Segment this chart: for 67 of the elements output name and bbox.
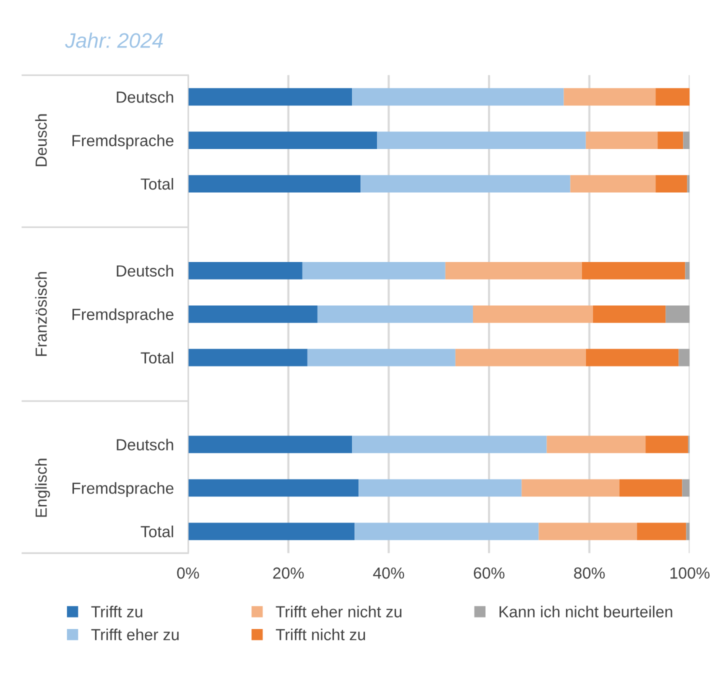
bar	[188, 479, 359, 497]
bar	[687, 175, 690, 192]
bar	[352, 88, 564, 106]
bar	[188, 522, 355, 540]
bar	[360, 175, 570, 192]
bar	[317, 305, 473, 323]
y-tick-label: Deutsch	[116, 438, 174, 450]
bar	[188, 305, 318, 323]
bar	[538, 522, 638, 540]
bar	[302, 262, 446, 280]
bar	[646, 436, 688, 454]
bar	[472, 305, 593, 323]
y-tick-label: Fremdsprache	[72, 482, 174, 498]
bar	[592, 305, 666, 323]
x-tick-label: 60%	[474, 567, 504, 579]
bar	[352, 436, 547, 454]
bar	[686, 522, 690, 540]
bar	[188, 132, 378, 150]
y-tick-label: Deutsch	[116, 91, 174, 103]
bar	[683, 132, 690, 150]
legend-label: Trifft zu	[91, 606, 142, 618]
bar	[522, 479, 620, 497]
bar	[307, 348, 456, 366]
bar	[658, 132, 684, 150]
bar	[564, 88, 656, 106]
bar	[637, 522, 686, 540]
bar	[188, 348, 308, 366]
bar	[377, 132, 586, 150]
y-tick-label: Fremdsprache	[72, 134, 174, 150]
legend-label: Trifft eher zu	[91, 628, 179, 640]
bar	[619, 479, 682, 497]
bar	[455, 348, 586, 366]
bar	[666, 305, 690, 323]
bar	[188, 175, 361, 192]
x-tick-label: 0%	[177, 567, 200, 579]
legend-label: Trifft eher nicht zu	[276, 606, 402, 618]
chart-title: Jahr: 2024	[65, 32, 163, 48]
bar	[582, 262, 686, 280]
bar	[586, 348, 679, 366]
bar	[354, 522, 539, 540]
bar	[678, 348, 690, 366]
bar	[188, 436, 352, 454]
bar	[656, 175, 688, 192]
x-tick-label: 40%	[373, 567, 404, 579]
y-tick-label: Deutsch	[116, 264, 174, 277]
x-tick-label: 100%	[670, 567, 710, 579]
bar	[682, 479, 690, 497]
bar	[188, 88, 352, 106]
bar	[570, 175, 656, 192]
bar	[358, 479, 522, 497]
x-tick-label: 20%	[273, 567, 304, 579]
bar	[685, 262, 690, 280]
bar	[188, 262, 302, 280]
text: Deusch	[35, 114, 47, 166]
bar	[546, 436, 646, 454]
y-tick-label: Total	[140, 352, 174, 364]
text: Englisch	[35, 458, 50, 517]
y-tick-label: Total	[140, 526, 174, 538]
bar	[656, 88, 690, 106]
bar	[586, 132, 658, 150]
bar	[445, 262, 582, 280]
legend-label: Kann ich nicht beurteilen	[500, 606, 672, 618]
x-tick-label: 80%	[574, 567, 605, 579]
y-tick-label: Total	[140, 178, 174, 190]
text: Französisch	[35, 272, 47, 356]
legend-label: Trifft nicht zu	[276, 628, 365, 640]
y-tick-label: Fremdsprache	[72, 308, 174, 324]
